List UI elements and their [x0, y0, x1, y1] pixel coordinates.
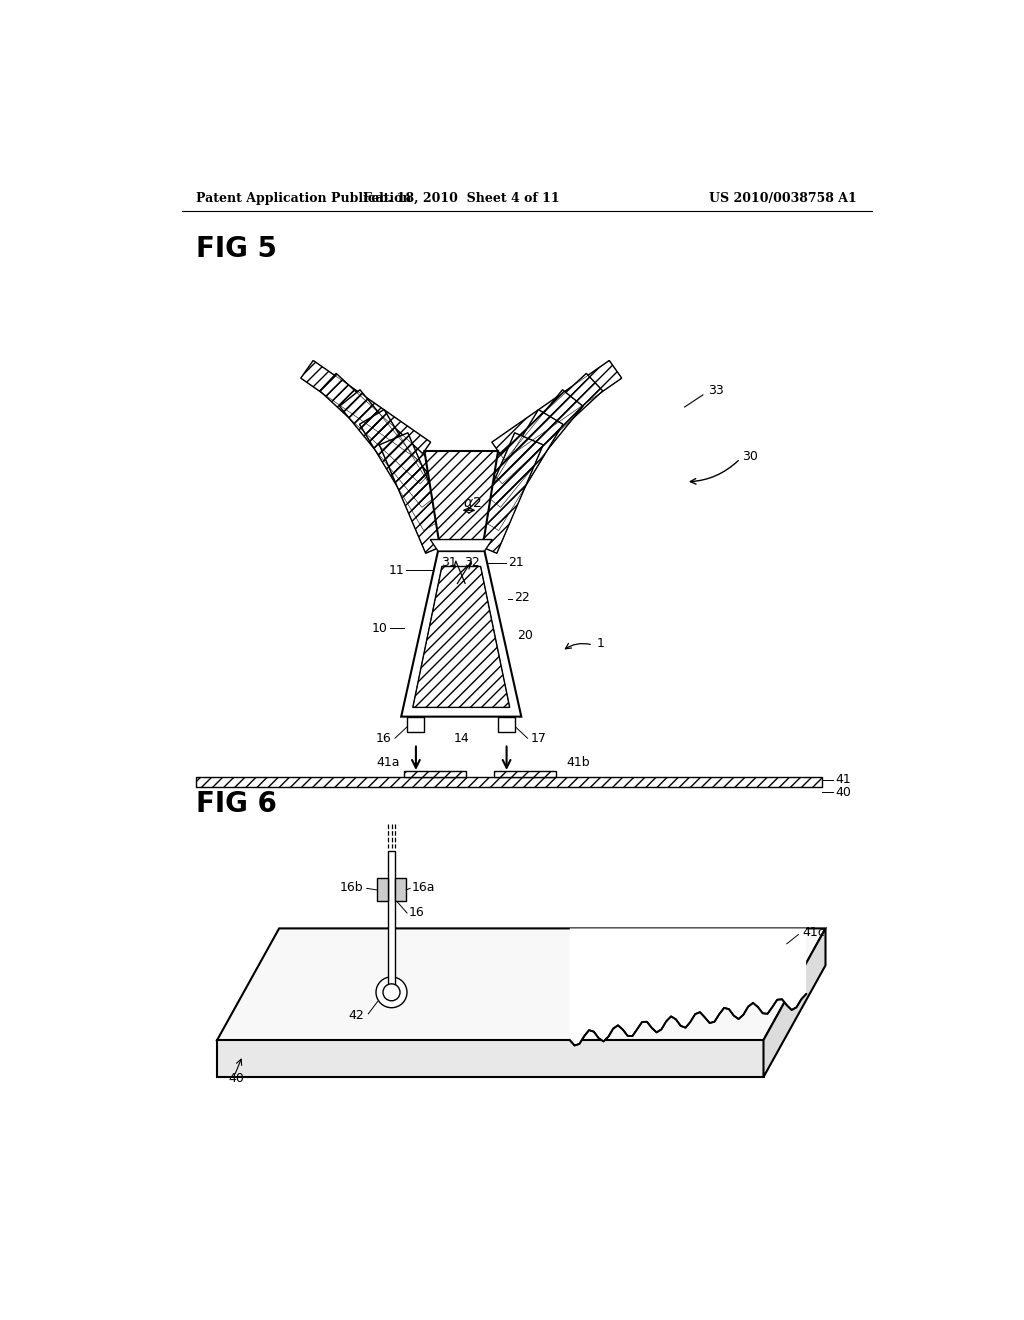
Text: 41: 41	[836, 774, 851, 787]
Text: 12: 12	[436, 602, 452, 615]
Text: Feb. 18, 2010  Sheet 4 of 11: Feb. 18, 2010 Sheet 4 of 11	[362, 191, 559, 205]
Polygon shape	[359, 409, 449, 531]
Polygon shape	[413, 566, 510, 708]
Polygon shape	[492, 360, 622, 459]
Text: 15: 15	[465, 527, 481, 540]
Polygon shape	[424, 451, 498, 548]
Text: 11: 11	[389, 564, 404, 577]
Polygon shape	[280, 928, 825, 1045]
Polygon shape	[388, 986, 395, 998]
Text: $\alpha$2: $\alpha$2	[463, 495, 481, 510]
Text: US 2010/0038758 A1: US 2010/0038758 A1	[709, 191, 856, 205]
Text: 16a: 16a	[412, 880, 435, 894]
Bar	[408, 717, 424, 733]
Text: 42: 42	[348, 1008, 365, 1022]
Bar	[197, 776, 821, 788]
Text: 30: 30	[742, 450, 759, 463]
Text: 41b: 41b	[566, 756, 590, 770]
Bar	[403, 771, 466, 776]
Text: Patent Application Publication: Patent Application Publication	[197, 191, 412, 205]
Polygon shape	[480, 389, 583, 507]
Polygon shape	[764, 928, 825, 1077]
Polygon shape	[217, 1040, 764, 1077]
Text: 40: 40	[228, 1072, 245, 1085]
Polygon shape	[377, 878, 388, 902]
Text: 31: 31	[441, 557, 457, 569]
Polygon shape	[474, 409, 563, 531]
Text: FIG 5: FIG 5	[197, 235, 278, 264]
Text: 14: 14	[454, 731, 469, 744]
Polygon shape	[468, 433, 543, 553]
Bar	[197, 776, 821, 788]
Polygon shape	[430, 540, 493, 552]
Polygon shape	[340, 389, 442, 507]
Text: 41c: 41c	[802, 925, 825, 939]
Text: 40: 40	[836, 785, 851, 799]
Text: 41a: 41a	[376, 756, 399, 770]
Text: 10: 10	[372, 622, 388, 635]
Text: 16: 16	[376, 731, 392, 744]
Circle shape	[383, 983, 400, 1001]
Text: 16b: 16b	[340, 880, 364, 894]
Text: 21: 21	[508, 556, 523, 569]
Bar	[403, 771, 466, 776]
Text: 17: 17	[530, 731, 547, 744]
Polygon shape	[401, 552, 521, 717]
Text: FIG 6: FIG 6	[197, 789, 278, 818]
Polygon shape	[395, 878, 407, 902]
Text: 22: 22	[514, 591, 529, 603]
Polygon shape	[301, 360, 431, 459]
Text: 1: 1	[597, 638, 605, 649]
Polygon shape	[319, 374, 436, 484]
Circle shape	[376, 977, 407, 1007]
Polygon shape	[486, 374, 603, 484]
Polygon shape	[217, 928, 825, 1040]
Polygon shape	[379, 433, 455, 553]
Bar	[498, 717, 515, 733]
Text: 20: 20	[517, 630, 532, 643]
Text: 32: 32	[464, 557, 480, 569]
Text: 33: 33	[708, 384, 723, 397]
Bar	[495, 771, 556, 776]
Text: 16: 16	[409, 907, 424, 920]
Bar	[495, 771, 556, 776]
Bar	[388, 851, 395, 986]
